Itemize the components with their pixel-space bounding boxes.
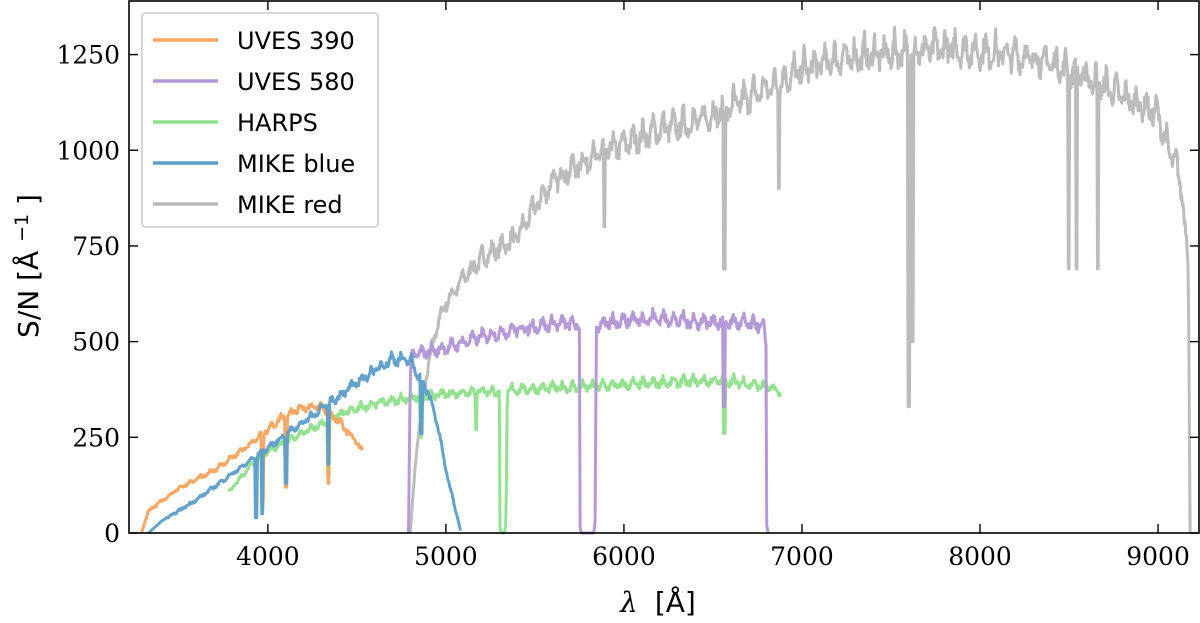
legend-label: UVES 580 [237, 68, 355, 96]
x-tick-label: 8000 [948, 542, 1012, 571]
legend-label: UVES 390 [237, 27, 355, 55]
y-tick-label: 750 [72, 232, 120, 261]
x-tick-label: 7000 [770, 542, 834, 571]
y-axis-exponent: −1 [11, 214, 33, 242]
series-line-mike-blue [147, 350, 462, 535]
legend-label: HARPS [237, 109, 318, 137]
x-axis-unit: [Å] [655, 585, 696, 619]
y-axis-main: S/N [Å [11, 251, 45, 338]
x-tick-label: 4000 [236, 542, 300, 571]
y-tick-label: 500 [72, 328, 120, 357]
legend-box [141, 12, 379, 228]
x-axis-label: λ [Å] [619, 585, 696, 619]
legend: UVES 390 UVES 580 HARPS MIKE blue MIKE red [141, 12, 379, 228]
y-axis-label: S/N [Å −1 ] [2, 194, 45, 338]
legend-label: MIKE red [237, 191, 343, 219]
y-tick-label: 250 [72, 423, 120, 452]
series-line-uves-390 [140, 401, 364, 534]
series-line-harps [227, 372, 783, 535]
series-line-mike-red [408, 25, 1192, 534]
tick-layer: 4000 5000 6000 7000 8000 9000 0 250 500 750 1000 12… [56, 1, 1199, 571]
legend-entries: UVES 390 UVES 580 HARPS MIKE blue MIKE red [153, 27, 355, 219]
x-axis-symbol: λ [619, 586, 638, 619]
x-tick-label: 5000 [414, 542, 478, 571]
y-tick-label: 1000 [56, 136, 120, 165]
x-tick-label: 9000 [1126, 542, 1190, 571]
y-axis-close: ] [12, 194, 45, 205]
y-tick-label: 0 [104, 519, 120, 548]
legend-label: MIKE blue [237, 150, 355, 178]
x-tick-label: 6000 [592, 542, 656, 571]
y-tick-label: 1250 [56, 41, 120, 70]
plot-frame [128, 0, 1200, 534]
